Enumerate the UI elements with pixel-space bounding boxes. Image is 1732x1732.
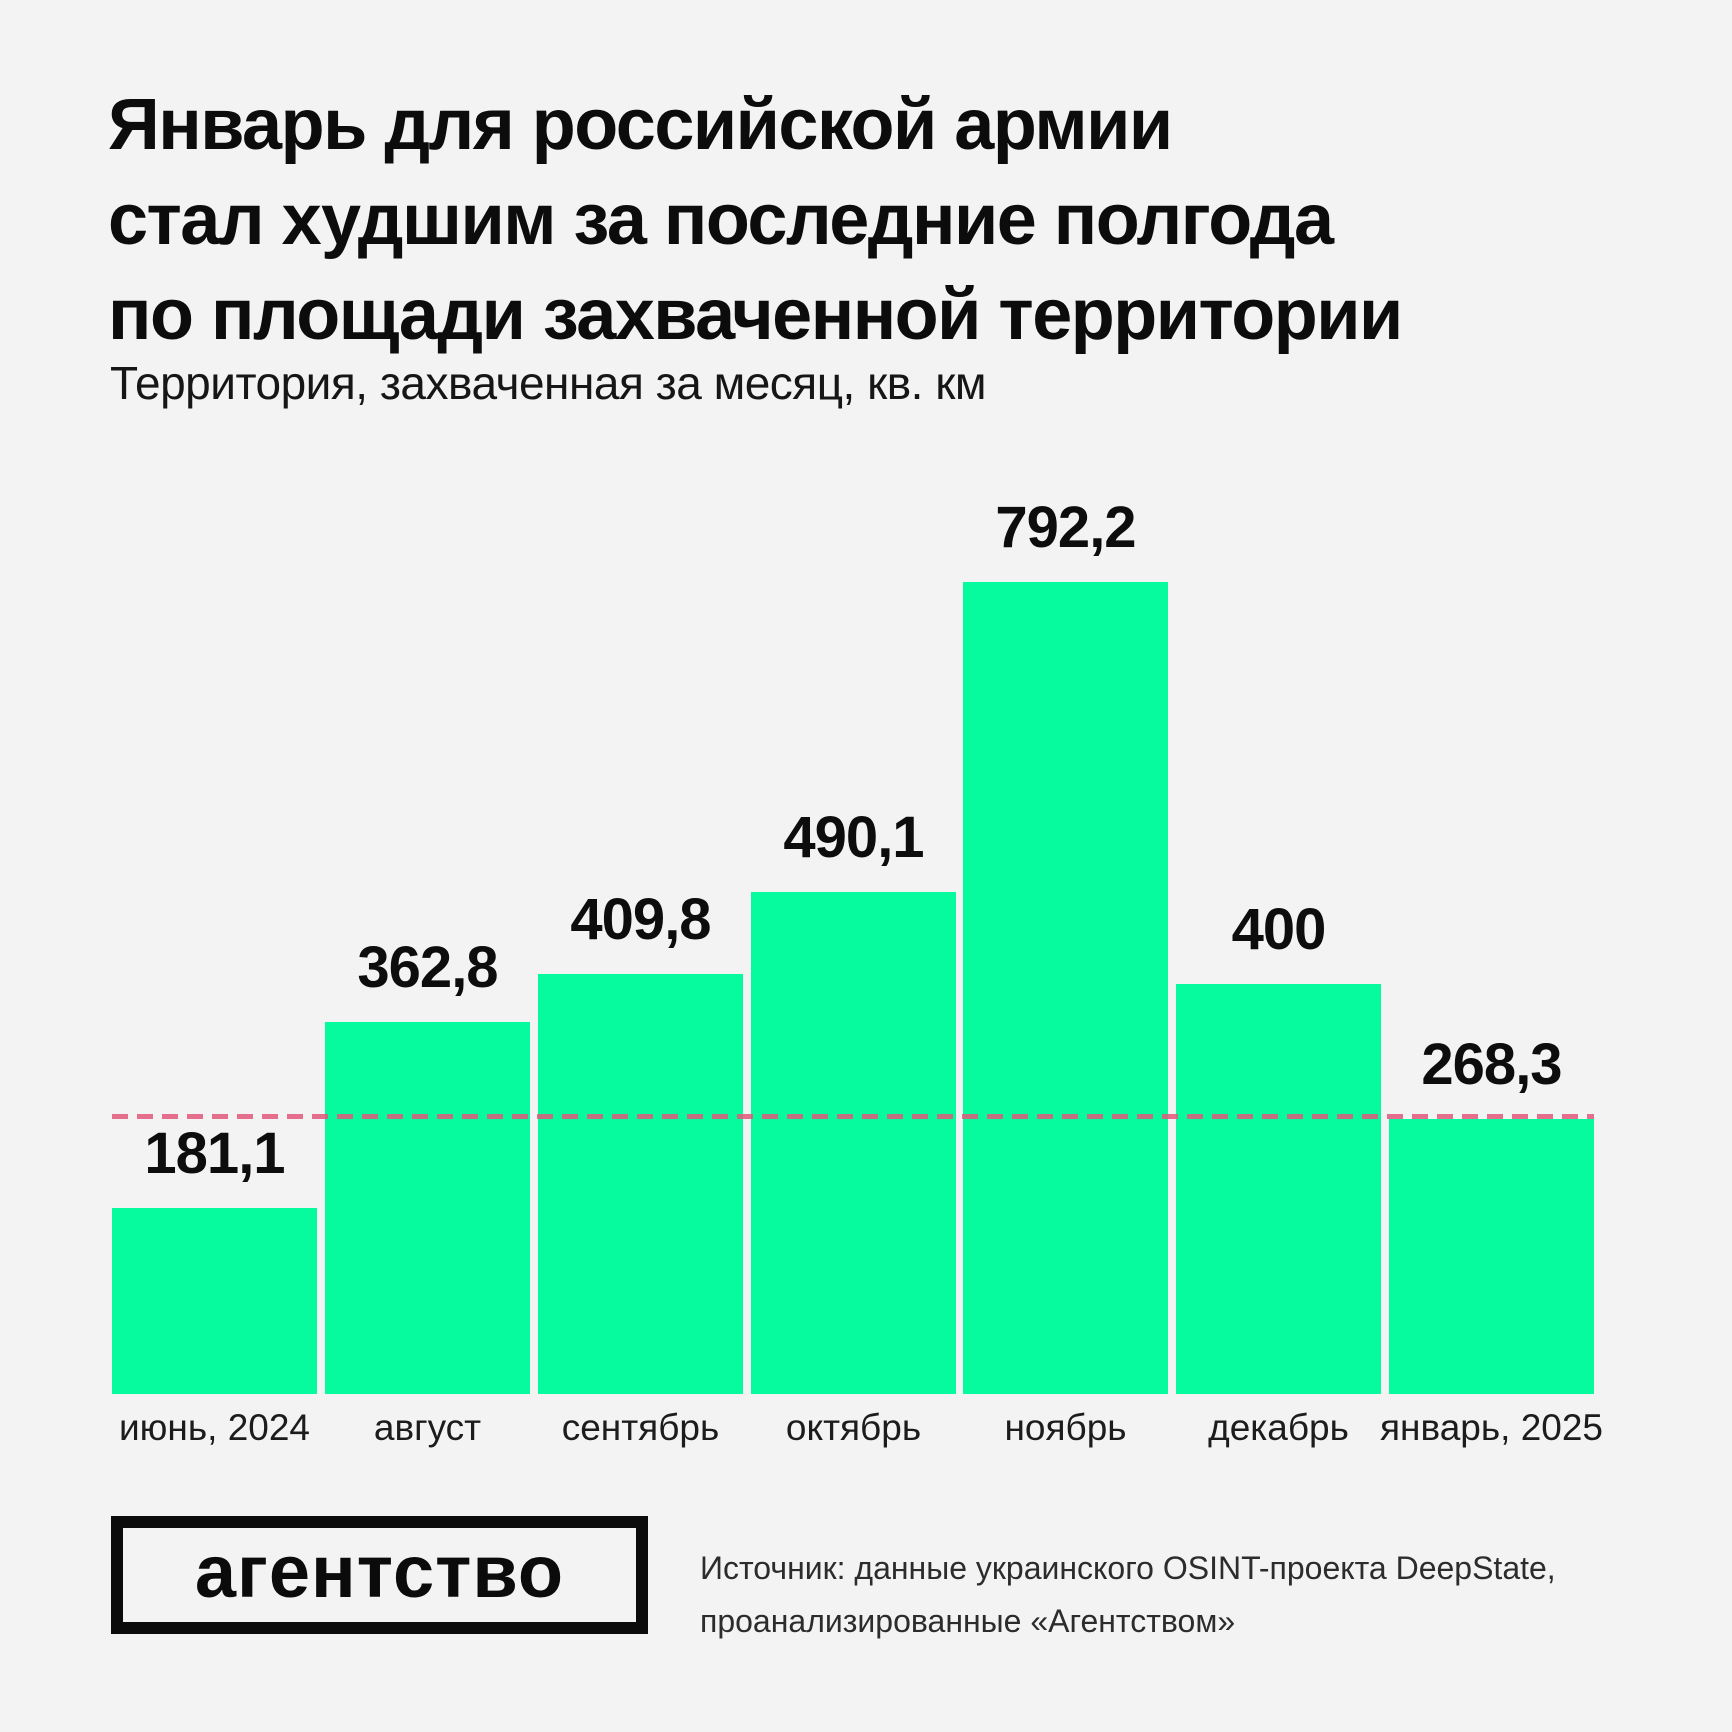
source-text: Источник: данные украинского OSINT-проек… [700,1550,1556,1639]
bar [963,582,1168,1394]
bar-value-label: 490,1 [783,805,924,870]
logo-text: агентство [194,1530,565,1613]
x-axis-label: август [373,1407,482,1448]
bar [112,1208,317,1394]
chart-subtitle: Территория, захваченная за месяц, кв. км [110,357,987,409]
x-axis-label: декабрь [1208,1407,1349,1448]
x-axis-label: октябрь [785,1407,922,1448]
bar-value-label: 181,1 [144,1121,285,1186]
bar [751,892,956,1394]
chart-title: Январь для российской армии стал худшим … [108,85,1403,355]
bar-value-label: 409,8 [570,887,711,952]
reference-line [112,1114,1594,1119]
bar-value-label: 268,3 [1421,1032,1562,1097]
bar-value-label: 400 [1231,897,1327,962]
x-axis-label: сентябрь [561,1407,720,1448]
agentstvo-logo: агентство [111,1516,648,1634]
x-axis-label: ноябрь [1004,1407,1127,1448]
x-axis-label: январь, 2025 [1379,1407,1604,1448]
bar-value-label: 792,2 [995,495,1136,560]
x-axis-label: июнь, 2024 [119,1407,310,1448]
bar [538,974,743,1394]
bar [1389,1119,1594,1394]
bar-value-label: 362,8 [357,935,498,1000]
bar [1176,984,1381,1394]
bar [325,1022,530,1394]
